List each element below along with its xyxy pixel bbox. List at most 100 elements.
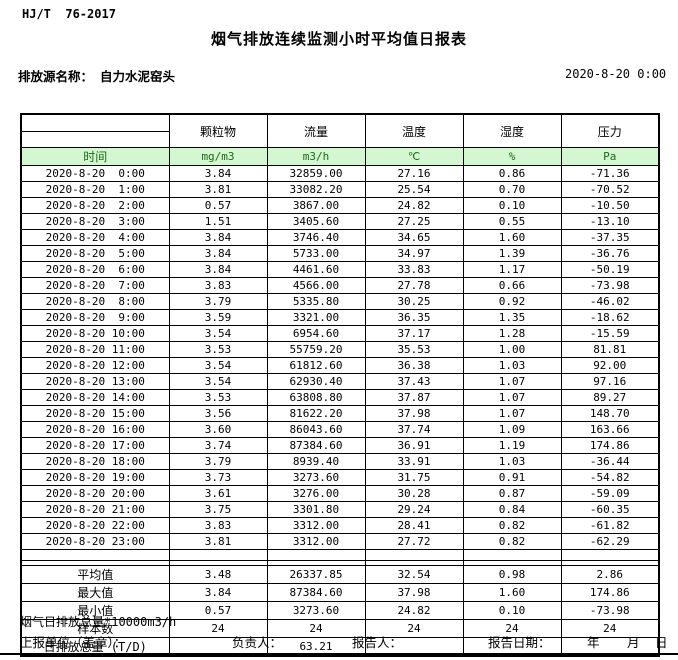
humidity-cell: 1.07 (462, 405, 562, 422)
flow-cell: 8939.40 (266, 453, 366, 470)
table-row: 2020-8-20 4:00 3.84 3746.40 34.65 1.60 -… (20, 229, 660, 246)
temperature-cell: 30.28 (364, 485, 464, 502)
flow-cell: 4461.60 (266, 261, 366, 278)
table-row: 2020-8-20 6:00 3.84 4461.60 33.83 1.17 -… (20, 261, 660, 278)
time-cell: 2020-8-20 18:00 (20, 453, 170, 470)
time-cell: 2020-8-20 0:00 (20, 165, 170, 182)
particulate-cell: 3.81 (168, 181, 268, 198)
spacer-cell (462, 549, 562, 561)
particulate-cell: 3.74 (168, 437, 268, 454)
pressure-cell: 92.00 (560, 357, 660, 374)
summary-temperature: 37.98 (364, 583, 464, 602)
humidity-cell: 1.39 (462, 245, 562, 262)
unit-cell: Pa (560, 147, 660, 166)
temperature-cell: 25.54 (364, 181, 464, 198)
table-row: 2020-8-20 16:00 3.60 86043.60 37.74 1.09… (20, 421, 660, 438)
pressure-cell: 174.86 (560, 437, 660, 454)
particulate-cell: 3.81 (168, 533, 268, 550)
particulate-cell: 1.51 (168, 213, 268, 230)
table-row: 2020-8-20 1:00 3.81 33082.20 25.54 0.70 … (20, 181, 660, 198)
flow-cell: 32859.00 (266, 165, 366, 182)
time-cell: 2020-8-20 23:00 (20, 533, 170, 550)
time-cell: 2020-8-20 12:00 (20, 357, 170, 374)
particulate-cell: 3.54 (168, 373, 268, 390)
standard-number: HJ/T 76-2017 (22, 7, 116, 21)
time-cell: 2020-8-20 22:00 (20, 517, 170, 534)
pressure-cell: 81.81 (560, 341, 660, 358)
spacer-body (20, 549, 660, 566)
particulate-cell: 0.57 (168, 197, 268, 214)
humidity-cell: 0.55 (462, 213, 562, 230)
column-header: 湿度 (462, 113, 562, 148)
temperature-cell: 34.65 (364, 229, 464, 246)
pressure-cell: -10.50 (560, 197, 660, 214)
pressure-cell: 89.27 (560, 389, 660, 406)
humidity-cell: 0.82 (462, 517, 562, 534)
table-row: 2020-8-20 21:00 3.75 3301.80 29.24 0.84 … (20, 501, 660, 518)
table-row: 2020-8-20 15:00 3.56 81622.20 37.98 1.07… (20, 405, 660, 422)
humidity-cell: 0.87 (462, 485, 562, 502)
summary-pressure: 174.86 (560, 583, 660, 602)
particulate-cell: 3.54 (168, 357, 268, 374)
temperature-cell: 31.75 (364, 469, 464, 486)
temperature-cell: 27.72 (364, 533, 464, 550)
humidity-cell: 1.03 (462, 357, 562, 374)
humidity-cell: 1.28 (462, 325, 562, 342)
pressure-cell: -36.76 (560, 245, 660, 262)
column-header: 流量 (266, 113, 366, 148)
flow-cell: 62930.40 (266, 373, 366, 390)
particulate-cell: 3.84 (168, 245, 268, 262)
humidity-cell: 0.92 (462, 293, 562, 310)
flow-cell: 3867.00 (266, 197, 366, 214)
summary-row: 最大值 3.84 87384.60 37.98 1.60 174.86 (20, 583, 660, 602)
flow-cell: 6954.60 (266, 325, 366, 342)
summary-label: 样本数 (20, 619, 170, 638)
time-cell: 2020-8-20 11:00 (20, 341, 170, 358)
report-unit-label: 上报单位（盖章）： (20, 635, 127, 650)
spacer-cell (560, 549, 660, 561)
temperature-cell: 37.98 (364, 405, 464, 422)
summary-body: 平均值 3.48 26337.85 32.54 0.98 2.86 最大值 3.… (20, 565, 660, 657)
summary-label: 最小值 (20, 601, 170, 620)
flow-cell: 5335.80 (266, 293, 366, 310)
humidity-cell: 0.70 (462, 181, 562, 198)
time-cell: 2020-8-20 6:00 (20, 261, 170, 278)
pressure-cell: -54.82 (560, 469, 660, 486)
summary-flow: 26337.85 (266, 565, 366, 584)
summary-temperature: 32.54 (364, 565, 464, 584)
unit-cell: ℃ (364, 147, 464, 166)
temperature-cell: 37.87 (364, 389, 464, 406)
summary-flow: 3273.60 (266, 601, 366, 620)
pressure-cell: 148.70 (560, 405, 660, 422)
flow-cell: 4566.00 (266, 277, 366, 294)
table-row: 2020-8-20 7:00 3.83 4566.00 27.78 0.66 -… (20, 277, 660, 294)
humidity-cell: 0.86 (462, 165, 562, 182)
summary-row: 平均值 3.48 26337.85 32.54 0.98 2.86 (20, 565, 660, 584)
column-header: 颗粒物 (168, 113, 268, 148)
temperature-cell: 29.24 (364, 501, 464, 518)
pressure-cell: -62.29 (560, 533, 660, 550)
summary-humidity: 0.98 (462, 565, 562, 584)
table-row: 2020-8-20 8:00 3.79 5335.80 30.25 0.92 -… (20, 293, 660, 310)
summary-humidity: 24 (462, 619, 562, 638)
time-cell: 2020-8-20 21:00 (20, 501, 170, 518)
hourly-data-body: 2020-8-20 0:00 3.84 32859.00 27.16 0.86 … (20, 165, 660, 550)
source-name-value: 自力水泥窑头 (100, 69, 176, 84)
summary-pressure: 24 (560, 619, 660, 638)
temperature-cell: 37.17 (364, 325, 464, 342)
responsible-person-label: 负责人： (232, 635, 283, 650)
table-row: 2020-8-20 3:00 1.51 3405.60 27.25 0.55 -… (20, 213, 660, 230)
flow-cell: 55759.20 (266, 341, 366, 358)
table-row: 2020-8-20 10:00 3.54 6954.60 37.17 1.28 … (20, 325, 660, 342)
particulate-cell: 3.83 (168, 517, 268, 534)
day-label: 日 (655, 635, 668, 650)
humidity-cell: 0.91 (462, 469, 562, 486)
particulate-cell: 3.75 (168, 501, 268, 518)
humidity-cell: 0.10 (462, 197, 562, 214)
humidity-cell: 1.07 (462, 373, 562, 390)
pressure-cell: -61.82 (560, 517, 660, 534)
pressure-cell: -71.36 (560, 165, 660, 182)
summary-humidity: 0.10 (462, 601, 562, 620)
time-cell: 2020-8-20 15:00 (20, 405, 170, 422)
